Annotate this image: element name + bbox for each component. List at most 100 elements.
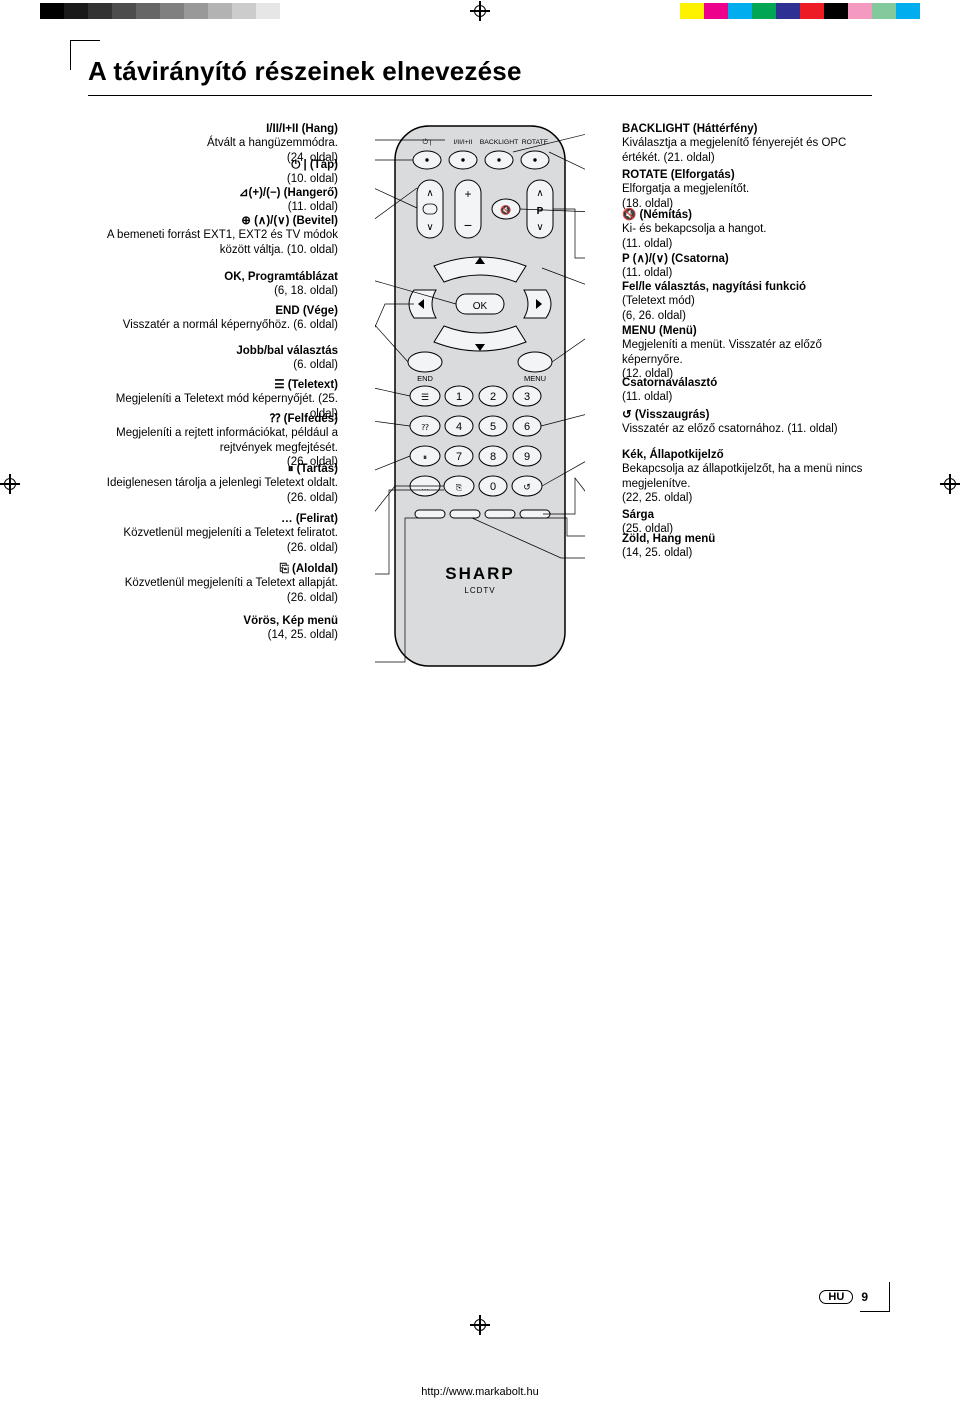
remote-subbrand: LCDTV — [445, 586, 515, 595]
svg-text:☰: ☰ — [421, 392, 429, 402]
svg-text:⏸: ⏸ — [423, 453, 427, 462]
annotation-head: Fel/le választás, nagyítási funkció — [622, 281, 806, 293]
svg-text:I/II/I+II: I/II/I+II — [453, 139, 472, 146]
annotation-ref: (11. oldal) — [622, 267, 672, 279]
svg-text:END: END — [417, 374, 433, 383]
annotation-columns: I/II/I+II (Hang)Átvált a hangüzemmódra.(… — [88, 122, 872, 742]
svg-text:⎘: ⎘ — [456, 483, 463, 492]
annotation-ref: (6, 18. oldal) — [274, 285, 338, 297]
swatch — [64, 3, 88, 19]
annotation-item: ROTATE (Elforgatás)Elforgatja a megjelen… — [622, 168, 872, 211]
svg-text:+: + — [464, 187, 471, 201]
svg-text:∧: ∧ — [426, 188, 433, 199]
annotation-item: 🔇 (Némítás)Ki- és bekapcsolja a hangot.(… — [622, 208, 872, 251]
swatch — [824, 3, 848, 19]
annotation-head: Kék, Állapotkijelző — [622, 449, 724, 461]
annotation-head: ⎘ (Aloldal) — [280, 563, 338, 575]
annotation-body: Kiválasztja a megjelenítő fényerejét és … — [622, 137, 846, 163]
svg-text:2: 2 — [490, 391, 496, 403]
annotation-head: ☰ (Teletext) — [274, 379, 338, 391]
annotation-item: Kék, Állapotkijelző Bekapcsolja az állapo… — [622, 448, 872, 506]
annotation-body: (Teletext mód) — [622, 295, 695, 307]
svg-text:…: … — [421, 483, 429, 492]
swatch — [848, 3, 872, 19]
swatch — [256, 3, 280, 19]
annotation-head: P (∧)/(∨) (Csatorna) — [622, 253, 729, 265]
svg-text:−: − — [464, 217, 472, 233]
swatch — [704, 3, 728, 19]
annotation-body: Megjeleníti a menüt. Visszatér az előző … — [622, 339, 822, 365]
annotation-head: Csatornaválasztó — [622, 377, 717, 389]
svg-text:5: 5 — [490, 421, 496, 433]
annotation-head: ⏸ (Tartás) — [288, 463, 338, 475]
annotation-head: ⁇ (Felfedés) — [270, 413, 338, 425]
annotation-ref: (6, 26. oldal) — [622, 310, 686, 322]
annotation-head: … (Felirat) — [281, 513, 338, 525]
swatch — [88, 3, 112, 19]
swatch — [280, 3, 304, 19]
registration-cross-bottom — [470, 1315, 490, 1335]
annotation-item: Jobb/bal választás(6. oldal) — [88, 344, 338, 373]
annotation-ref: (10. oldal) — [287, 173, 338, 185]
annotation-ref: (26. oldal) — [287, 492, 338, 504]
annotation-ref: (22, 25. oldal) — [622, 492, 692, 504]
annotation-body: Bekapcsolja az állapotkijelzőt, ha a men… — [622, 463, 862, 489]
registration-cross-right — [940, 474, 960, 494]
svg-text:P: P — [537, 206, 544, 217]
footer-url: http://www.markabolt.hu — [0, 1386, 960, 1398]
annotation-item: ⏻ | (Táp) (10. oldal) — [88, 158, 338, 187]
annotation-ref: (6. oldal) — [293, 359, 338, 371]
swatch — [160, 3, 184, 19]
registration-cross-top — [470, 1, 490, 21]
annotation-item: … (Felirat) Közvetlenül megjeleníti a Tel… — [88, 512, 338, 555]
swatch — [752, 3, 776, 19]
svg-text:8: 8 — [490, 451, 496, 463]
swatch — [680, 3, 704, 19]
annotation-ref: (14, 25. oldal) — [622, 547, 692, 559]
svg-text:7: 7 — [456, 451, 462, 463]
annotation-head: OK, Programtáblázat — [224, 271, 338, 283]
svg-text:⁇: ⁇ — [421, 423, 429, 432]
svg-text:⏻ |: ⏻ | — [422, 138, 431, 146]
annotation-ref: (26. oldal) — [287, 592, 338, 604]
color-bar — [680, 3, 920, 19]
annotation-head: I/II/I+II (Hang) — [266, 123, 338, 135]
annotation-ref: (11. oldal) — [622, 391, 672, 403]
annotation-head: ⏻ | (Táp) — [291, 159, 338, 171]
swatch — [728, 3, 752, 19]
svg-text:↺: ↺ — [523, 482, 531, 492]
annotation-head: ROTATE (Elforgatás) — [622, 169, 735, 181]
annotation-head: ↺ (Visszaugrás) — [622, 409, 709, 421]
annotation-body: Közvetlenül megjeleníti a Teletext allap… — [125, 577, 338, 589]
lang-badge: HU — [819, 1290, 853, 1304]
annotation-head: ⊿(+)/(−) (Hangerő) — [239, 187, 338, 199]
annotation-item: Zöld, Hang menü(14, 25. oldal) — [622, 532, 872, 561]
annotation-ref: (11. oldal) — [622, 238, 672, 250]
annotation-ref: (26. oldal) — [287, 542, 338, 554]
svg-text:🔇: 🔇 — [500, 204, 511, 215]
swatch — [232, 3, 256, 19]
remote-brand: SHARP — [445, 564, 515, 584]
swatch — [40, 3, 64, 19]
annotation-ref: (14, 25. oldal) — [268, 629, 338, 641]
svg-text:MENU: MENU — [524, 374, 546, 383]
page-number: 9 — [861, 1290, 868, 1304]
registration-top — [0, 0, 960, 22]
remote-brand-block: SHARP LCDTV — [445, 564, 515, 595]
annotation-head: 🔇 (Némítás) — [622, 209, 692, 221]
annotation-head: Sárga — [622, 509, 654, 521]
annotation-head: ⊕ (∧)/(∨) (Bevitel) — [241, 215, 338, 227]
annotation-head: BACKLIGHT (Háttérfény) — [622, 123, 757, 135]
svg-text:BACKLIGHT: BACKLIGHT — [480, 139, 519, 146]
registration-cross-left — [0, 474, 20, 494]
annotation-item: ⁇ (Felfedés)Megjeleníti a rejtett inform… — [88, 412, 338, 470]
annotation-body: Közvetlenül megjeleníti a Teletext felir… — [123, 527, 338, 539]
annotation-item: P (∧)/(∨) (Csatorna) (11. oldal) — [622, 252, 872, 281]
annotation-body: Visszatér az előző csatornához. (11. old… — [622, 423, 838, 435]
svg-text:ROTATE: ROTATE — [522, 139, 549, 146]
annotation-item: MENU (Menü)Megjeleníti a menüt. Visszaté… — [622, 324, 872, 382]
annotation-item: ⊕ (∧)/(∨) (Bevitel)A bemeneti forrást EX… — [88, 214, 338, 257]
svg-text:1: 1 — [456, 391, 462, 403]
annotation-ref: (11. oldal) — [288, 201, 338, 213]
annotation-item: ⊿(+)/(−) (Hangerő) (11. oldal) — [88, 186, 338, 215]
